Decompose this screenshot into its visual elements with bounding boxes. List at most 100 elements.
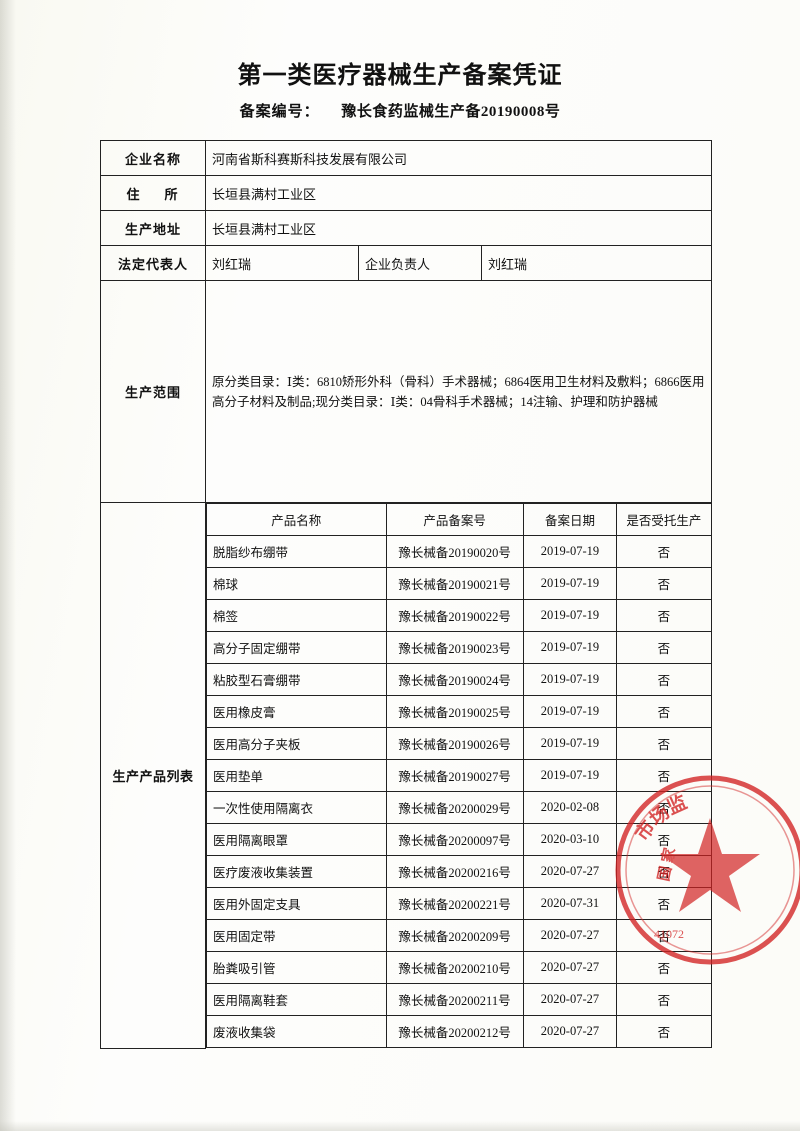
- product-cell-date: 2020-03-10: [522, 823, 618, 856]
- table-row-product-list: 生产产品列表 产品名称 产品备案号 备案日期 是否受托生产 脱脂纱布绷带 豫长械备2019…: [100, 502, 712, 1049]
- product-cell-name: 医用高分子夹板: [206, 727, 387, 760]
- product-cell-no: 豫长械备20190024号: [385, 663, 524, 696]
- legal-rep-label: 法定代表人: [100, 245, 206, 281]
- product-cell-no: 豫长械备20190026号: [385, 727, 524, 760]
- product-cell-no: 豫长械备20200221号: [385, 887, 524, 920]
- product-cell-no: 豫长械备20200212号: [385, 1015, 524, 1048]
- product-cell-no: 豫长械备20190023号: [385, 631, 524, 664]
- product-cell-name: 医用隔离眼罩: [206, 823, 387, 856]
- product-table: 产品名称 产品备案号 备案日期 是否受托生产 脱脂纱布绷带 豫长械备20190020号 20…: [206, 503, 712, 1048]
- table-row: 棉签 豫长械备20190022号 2019-07-19 否: [206, 599, 712, 632]
- product-column-header: 备案日期: [522, 503, 618, 536]
- table-row: 废液收集袋 豫长械备20200212号 2020-07-27 否: [206, 1015, 712, 1048]
- table-row: 医用高分子夹板 豫长械备20190026号 2019-07-19 否: [206, 727, 712, 760]
- product-cell-name: 医用隔离鞋套: [206, 983, 387, 1016]
- product-cell-no: 豫长械备20190020号: [385, 535, 524, 568]
- product-cell-ent: 否: [616, 695, 712, 728]
- table-row-address: 住 所 长垣县满村工业区: [100, 175, 712, 211]
- product-cell-name: 棉球: [206, 567, 387, 600]
- product-cell-name: 医用固定带: [206, 919, 387, 952]
- product-cell-date: 2020-07-27: [522, 983, 618, 1016]
- product-cell-date: 2020-07-27: [522, 1015, 618, 1048]
- product-cell-name: 医用橡皮膏: [206, 695, 387, 728]
- legal-rep-value: 刘红瑞: [205, 245, 359, 281]
- product-cell-name: 医疗废液收集装置: [206, 855, 387, 888]
- product-cell-date: 2020-07-31: [522, 887, 618, 920]
- table-row: 医用橡皮膏 豫长械备20190025号 2019-07-19 否: [206, 695, 712, 728]
- product-cell-name: 一次性使用隔离衣: [206, 791, 387, 824]
- product-cell-date: 2019-07-19: [522, 535, 618, 568]
- product-cell-no: 豫长械备20190022号: [385, 599, 524, 632]
- product-list-label: 生产产品列表: [100, 502, 206, 1049]
- table-row-company: 企业名称 河南省斯科赛斯科技发展有限公司: [100, 140, 712, 176]
- product-cell-date: 2019-07-19: [522, 727, 618, 760]
- product-cell-no: 豫长械备20200097号: [385, 823, 524, 856]
- product-cell-ent: 否: [616, 951, 712, 984]
- table-row: 脱脂纱布绷带 豫长械备20190020号 2019-07-19 否: [206, 535, 712, 568]
- table-row-production-site: 生产地址 长垣县满村工业区: [100, 210, 712, 246]
- product-cell-ent: 否: [616, 759, 712, 792]
- product-cell-ent: 否: [616, 919, 712, 952]
- enterprise-head-label: 企业负责人: [358, 245, 482, 281]
- table-row: 粘胶型石膏绷带 豫长械备20190024号 2019-07-19 否: [206, 663, 712, 696]
- product-cell-name: 胎粪吸引管: [206, 951, 387, 984]
- product-cell-no: 豫长械备20190025号: [385, 695, 524, 728]
- product-cell-ent: 否: [616, 663, 712, 696]
- product-cell-date: 2019-07-19: [522, 631, 618, 664]
- product-cell-ent: 否: [616, 535, 712, 568]
- table-row: 医疗废液收集装置 豫长械备20200216号 2020-07-27 否: [206, 855, 712, 888]
- product-cell-date: 2019-07-19: [522, 695, 618, 728]
- product-cell-ent: 否: [616, 1015, 712, 1048]
- product-cell-ent: 否: [616, 823, 712, 856]
- product-table-header-row: 产品名称 产品备案号 备案日期 是否受托生产: [206, 503, 712, 536]
- table-row: 医用外固定支具 豫长械备20200221号 2020-07-31 否: [206, 887, 712, 920]
- product-cell-date: 2020-07-27: [522, 919, 618, 952]
- table-row: 医用隔离鞋套 豫长械备20200211号 2020-07-27 否: [206, 983, 712, 1016]
- record-number: 备案编号： 豫长食药监械生产备20190008号: [0, 100, 800, 121]
- product-cell-name: 高分子固定绷带: [206, 631, 387, 664]
- record-number-value: 豫长食药监械生产备20190008号: [341, 104, 561, 120]
- table-row: 医用固定带 豫长械备20200209号 2020-07-27 否: [206, 919, 712, 952]
- table-row-scope: 生产范围 原分类目录：Ⅰ类：6810矫形外科（骨科）手术器械；6864医用卫生材…: [100, 280, 712, 503]
- product-cell-ent: 否: [616, 791, 712, 824]
- product-cell-no: 豫长械备20200029号: [385, 791, 524, 824]
- product-cell-date: 2020-07-27: [522, 951, 618, 984]
- certificate-table: 企业名称 河南省斯科赛斯科技发展有限公司 住 所 长垣县满村工业区 生产地址 长…: [100, 140, 712, 1049]
- product-cell-no: 豫长械备20200211号: [385, 983, 524, 1016]
- production-site-value: 长垣县满村工业区: [205, 210, 712, 246]
- product-cell-name: 废液收集袋: [206, 1015, 387, 1048]
- scope-label: 生产范围: [100, 280, 206, 503]
- product-cell-no: 豫长械备20200209号: [385, 919, 524, 952]
- product-cell-ent: 否: [616, 887, 712, 920]
- product-column-header: 产品备案号: [385, 503, 524, 536]
- scan-edge-shadow-bottom: [0, 1121, 800, 1131]
- product-column-header: 是否受托生产: [616, 503, 712, 536]
- product-cell-name: 粘胶型石膏绷带: [206, 663, 387, 696]
- table-row: 医用垫单 豫长械备20190027号 2019-07-19 否: [206, 759, 712, 792]
- product-cell-no: 豫长械备20200216号: [385, 855, 524, 888]
- product-cell-ent: 否: [616, 567, 712, 600]
- table-row: 医用隔离眼罩 豫长械备20200097号 2020-03-10 否: [206, 823, 712, 856]
- scan-edge-shadow-left: [0, 0, 16, 1131]
- enterprise-head-value: 刘红瑞: [481, 245, 712, 281]
- product-cell-ent: 否: [616, 855, 712, 888]
- scope-value: 原分类目录：Ⅰ类：6810矫形外科（骨科）手术器械；6864医用卫生材料及敷料；…: [205, 280, 712, 503]
- page-title: 第一类医疗器械生产备案凭证: [237, 63, 563, 89]
- product-cell-date: 2019-07-19: [522, 759, 618, 792]
- product-cell-no: 豫长械备20200210号: [385, 951, 524, 984]
- product-cell-date: 2020-07-27: [522, 855, 618, 888]
- product-cell-ent: 否: [616, 727, 712, 760]
- table-row: 棉球 豫长械备20190021号 2019-07-19 否: [206, 567, 712, 600]
- product-cell-name: 医用外固定支具: [206, 887, 387, 920]
- product-cell-ent: 否: [616, 599, 712, 632]
- table-row-legal-rep: 法定代表人 刘红瑞 企业负责人 刘红瑞: [100, 245, 712, 281]
- address-value: 长垣县满村工业区: [205, 175, 712, 211]
- product-cell-name: 棉签: [206, 599, 387, 632]
- product-cell-ent: 否: [616, 983, 712, 1016]
- address-label: 住 所: [100, 175, 206, 211]
- product-cell-name: 脱脂纱布绷带: [206, 535, 387, 568]
- table-row: 高分子固定绷带 豫长械备20190023号 2019-07-19 否: [206, 631, 712, 664]
- product-cell-date: 2020-02-08: [522, 791, 618, 824]
- product-table-cell: 产品名称 产品备案号 备案日期 是否受托生产 脱脂纱布绷带 豫长械备20190020号 20…: [206, 503, 712, 1048]
